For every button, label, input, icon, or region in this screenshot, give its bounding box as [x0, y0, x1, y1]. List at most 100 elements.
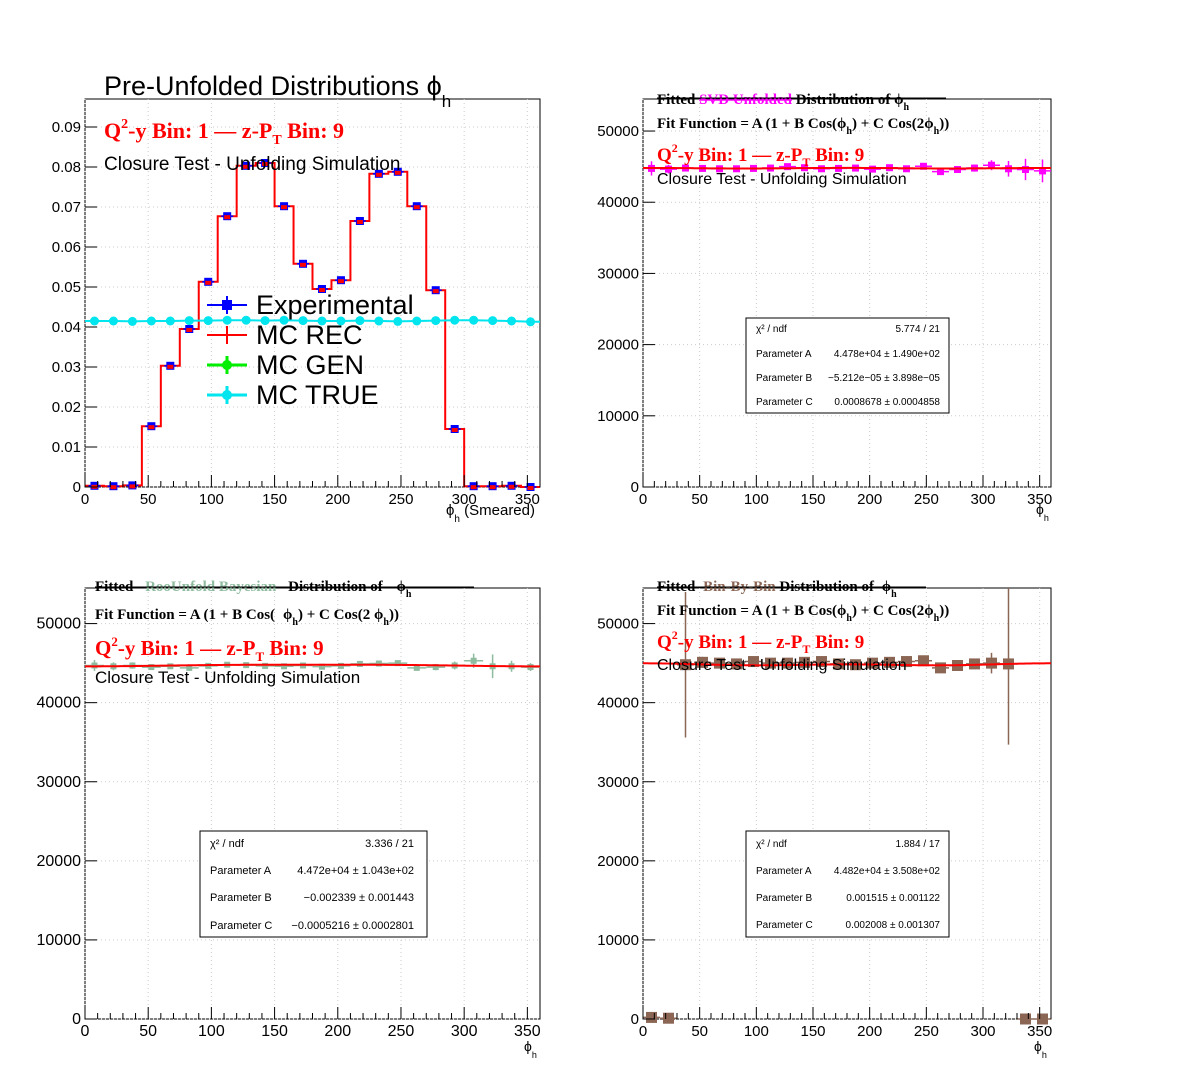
- x-axis-label: ϕh: [1034, 1038, 1047, 1060]
- bin-label: Q2-y Bin: 1 — z-PT Bin: 9: [104, 117, 344, 148]
- x-tick-label: 300: [451, 1023, 478, 1040]
- fit-function: Fit Function = A (1 + B Cos(ϕh) + C Cos(…: [95, 607, 399, 628]
- fit-function: Fit Function = A (1 + B Cos(ϕh) + C Cos(…: [657, 603, 949, 624]
- stats-value: 0.001515 ± 0.001122: [846, 893, 940, 904]
- data-point-mc-true: [317, 316, 327, 326]
- x-tick-label: 50: [691, 1023, 708, 1040]
- data-point-experimental: [259, 159, 272, 167]
- data-point: [915, 655, 932, 667]
- x-tick-label: 200: [857, 491, 882, 508]
- chart-title: Fitted RooUnfold Bayesian Distribution o…: [95, 579, 412, 600]
- x-tick-label: 50: [691, 491, 708, 508]
- y-tick-label: 40000: [597, 695, 639, 712]
- x-tick-label: 200: [857, 1023, 882, 1040]
- data-point-mc-true: [298, 316, 308, 326]
- x-tick-label: 350: [514, 1023, 541, 1040]
- stats-label: χ² / ndf: [210, 838, 245, 850]
- subtitle: Closure Test - Unfolding Simulation: [95, 668, 360, 687]
- data-point-mc-true: [260, 316, 270, 326]
- data-point: [983, 652, 1000, 674]
- x-tick-label: 250: [388, 1023, 415, 1040]
- chart-title: Fitted Bin-By-Bin Distribution of ϕh: [657, 579, 897, 600]
- data-point-mc-true: [241, 315, 251, 325]
- data-point-experimental: [467, 482, 480, 491]
- y-tick-label: 0: [631, 479, 639, 496]
- bin-label: Q2-y Bin: 1 — z-PT Bin: 9: [657, 141, 864, 169]
- x-tick-label: 350: [1027, 491, 1052, 508]
- data-point-experimental: [486, 482, 499, 491]
- data-point: [1034, 159, 1051, 183]
- data-point-mc-true: [203, 316, 213, 326]
- stats-value: 0.0008678 ± 0.0004858: [834, 397, 940, 408]
- axes: 0 50 100 150 200 250 300 350 0 10000 20000 30000 400…: [597, 616, 1052, 1040]
- data-point-experimental: [278, 202, 291, 211]
- y-tick-label: 30000: [597, 774, 639, 791]
- stats-label: Parameter C: [756, 920, 813, 931]
- bin-label: Q2-y Bin: 1 — z-PT Bin: 9: [95, 634, 324, 664]
- data-point-experimental: [429, 286, 442, 295]
- x-tick-label: 250: [914, 1023, 939, 1040]
- data-point-experimental: [372, 169, 385, 178]
- stats-value: −5.212e−05 ± 3.898e−05: [828, 373, 940, 384]
- x-tick-label: 350: [515, 491, 540, 508]
- axes: 0 50 100 150 200 250 300 350 0 0.01 0.02 0.03 0.04 0.…: [52, 119, 541, 508]
- data-point: [932, 168, 949, 176]
- stats-value: 5.774 / 21: [896, 324, 941, 335]
- y-tick-label: 0.09: [52, 119, 81, 136]
- y-tick-label: 30000: [597, 265, 639, 282]
- fit-curve: [642, 662, 1052, 667]
- stats-value: 3.336 / 21: [365, 838, 414, 850]
- x-axis-label: ϕh (Smeared): [446, 502, 535, 525]
- data-point-experimental: [145, 422, 158, 431]
- data-point-mc-true: [279, 315, 289, 325]
- data-point: [660, 1012, 677, 1024]
- data-point-mc-true: [127, 316, 137, 326]
- legend-label: MC REC: [256, 320, 363, 350]
- stats-value: 0.002008 ± 0.001307: [846, 920, 941, 931]
- x-tick-label: 300: [970, 1023, 995, 1040]
- data-point-mc-true: [469, 315, 479, 325]
- y-tick-label: 0: [72, 1011, 81, 1028]
- y-tick-label: 20000: [37, 853, 82, 870]
- stats-label: Parameter C: [210, 920, 272, 932]
- y-tick-label: 20000: [597, 853, 639, 870]
- stats-value: 4.482e+04 ± 3.508e+02: [834, 866, 941, 877]
- x-tick-label: 100: [199, 491, 224, 508]
- data-point-experimental: [524, 483, 537, 491]
- x-tick-label: 150: [261, 1023, 288, 1040]
- x-tick-label: 0: [639, 491, 647, 508]
- panel-svd-unfolded: 0 50 100 150 200 250 300 350 0 10000 20000 30000 400…: [597, 92, 1052, 523]
- subtitle: Closure Test - Unfolding Simulation: [104, 154, 400, 175]
- y-tick-label: 10000: [597, 932, 639, 949]
- legend-entry-mc-true: MC TRUE: [207, 380, 379, 410]
- y-tick-label: 0.04: [52, 319, 81, 336]
- y-tick-label: 10000: [37, 932, 82, 949]
- axes: 0 50 100 150 200 250 300 350 0 10000 20000 30000 400…: [597, 123, 1052, 508]
- data-point-experimental: [448, 425, 461, 433]
- data-point-mc-true: [89, 316, 99, 326]
- stats-box: χ² / ndf 5.774 / 21 Parameter A 4.478e+0…: [745, 317, 950, 414]
- x-tick-label: 50: [140, 491, 157, 508]
- data-point-experimental: [183, 325, 196, 333]
- data-point-mc-true: [374, 316, 384, 326]
- x-tick-label: 100: [744, 1023, 769, 1040]
- data-point-experimental: [410, 202, 423, 211]
- marks: [85, 159, 540, 491]
- y-tick-label: 50000: [37, 616, 82, 633]
- x-tick-label: 0: [81, 491, 89, 508]
- y-tick-label: 30000: [37, 774, 82, 791]
- legend-entry-mc-rec: MC REC: [207, 320, 363, 350]
- subtitle: Closure Test - Unfolding Simulation: [657, 171, 907, 188]
- y-tick-label: 0: [73, 479, 81, 496]
- data-point-experimental: [315, 285, 328, 293]
- data-point: [643, 1011, 660, 1023]
- x-tick-label: 0: [639, 1023, 647, 1040]
- y-tick-label: 40000: [37, 695, 82, 712]
- marks: [642, 588, 1052, 1025]
- data-point-experimental: [297, 259, 310, 268]
- x-tick-label: 0: [81, 1023, 90, 1040]
- stats-label: Parameter B: [210, 892, 272, 904]
- data-point-experimental: [240, 161, 253, 170]
- stats-label: χ² / ndf: [756, 839, 787, 850]
